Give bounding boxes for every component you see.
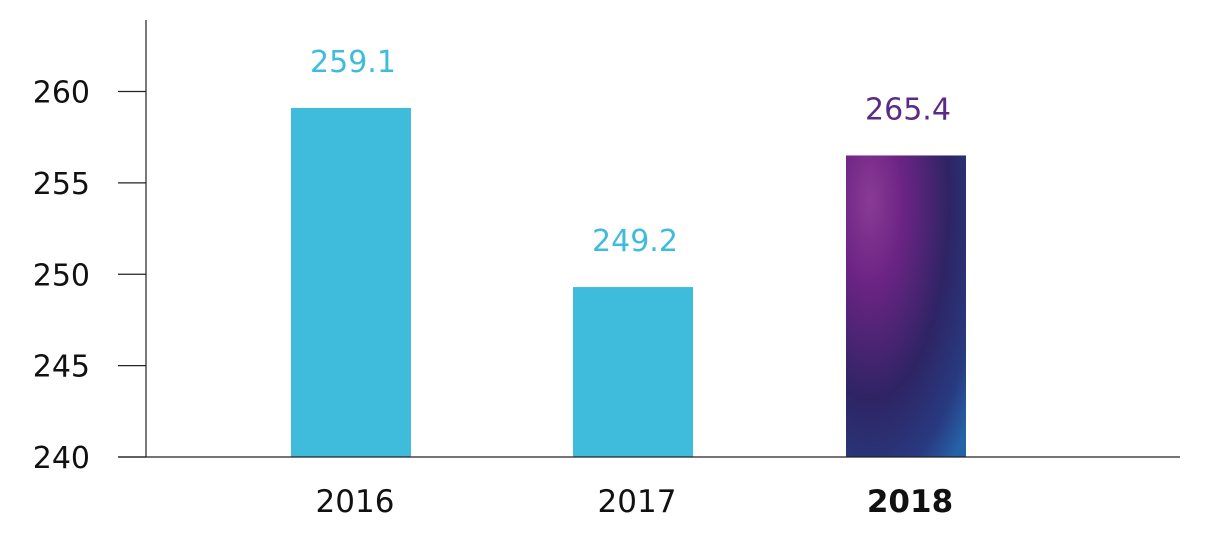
y-tick-label: 245 bbox=[33, 350, 90, 385]
bar-2017 bbox=[573, 287, 693, 457]
x-tick-label-2018: 2018 bbox=[867, 484, 953, 520]
y-tick-label: 260 bbox=[33, 76, 90, 111]
bar-2016 bbox=[291, 107, 411, 457]
y-tick-label: 240 bbox=[33, 441, 90, 476]
y-tick-label: 250 bbox=[33, 258, 90, 293]
x-tick-label-2017: 2017 bbox=[598, 484, 677, 520]
x-tick-label-2016: 2016 bbox=[316, 484, 395, 520]
data-label-2018: 265.4 bbox=[865, 92, 951, 127]
y-tick-label: 255 bbox=[33, 167, 90, 202]
data-label-2017: 249.2 bbox=[592, 224, 678, 259]
data-label-2016: 259.1 bbox=[310, 45, 396, 80]
bar-2018 bbox=[846, 155, 966, 457]
